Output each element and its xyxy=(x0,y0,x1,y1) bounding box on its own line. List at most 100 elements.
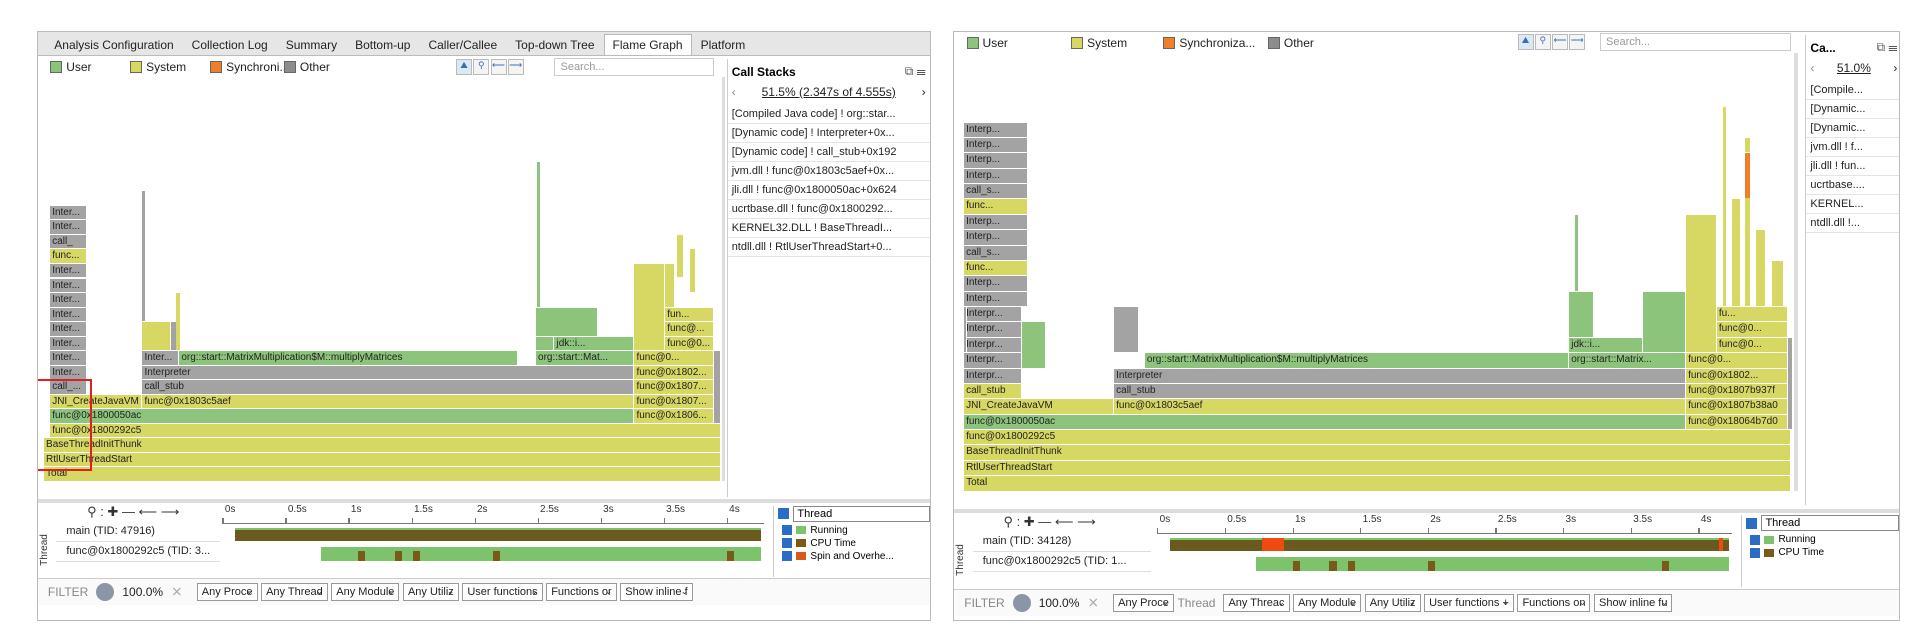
stack-frame[interactable]: KERNEL32.DLL ! BaseThreadI... xyxy=(727,219,930,238)
stack-frame[interactable]: jvm.dll ! func@0x1803c5aef+0x... xyxy=(727,162,930,181)
toolbar-button[interactable]: ⟵ xyxy=(490,58,507,75)
flame-frame[interactable]: jdk::i... xyxy=(554,335,635,351)
stack-frame[interactable]: KERNEL... xyxy=(1806,195,1900,215)
flame-frame[interactable]: Inter... xyxy=(50,262,88,278)
flame-frame[interactable]: func@0... xyxy=(665,335,715,351)
flame-bar[interactable] xyxy=(175,292,181,351)
filter-dropdown[interactable]: Any Module ⌄ xyxy=(331,582,400,601)
filter-dropdown[interactable]: Any Threac ⌄ xyxy=(1223,593,1290,612)
flame-frame[interactable]: func@0x1800292c5 xyxy=(50,422,721,438)
stack-frame[interactable]: jli.dll ! fun... xyxy=(1806,157,1900,177)
flame-frame[interactable]: BaseThreadInitThunk xyxy=(44,437,721,452)
flame-bar[interactable] xyxy=(665,262,676,307)
flame-frame[interactable]: jdk::i... xyxy=(1569,336,1644,353)
flame-frame[interactable]: func@0x1800292c5 xyxy=(964,429,1791,445)
flame-frame[interactable]: Inter... xyxy=(50,306,88,322)
flame-frame[interactable]: func@0... xyxy=(634,350,715,365)
flame-frame[interactable]: call_s... xyxy=(964,244,1029,260)
tab[interactable]: Top-down Tree xyxy=(515,38,595,53)
filter-icon[interactable] xyxy=(96,582,115,601)
flame-bar[interactable] xyxy=(1745,152,1752,199)
stack-frame[interactable]: ntdll.dll !... xyxy=(1806,214,1900,234)
flame-frame[interactable]: BaseThreadInitThunk xyxy=(964,444,1791,460)
flame-bar[interactable] xyxy=(1643,290,1687,353)
nav-prev[interactable]: ‹ xyxy=(731,84,736,99)
flame-frame[interactable]: Interpr... xyxy=(964,336,1022,353)
filter-dropdown[interactable]: User functions + ⌄ xyxy=(1424,593,1514,612)
flame-bar[interactable] xyxy=(1114,306,1139,353)
flame-frame[interactable]: Total xyxy=(44,466,721,481)
checkbox[interactable] xyxy=(782,538,793,549)
flame-frame[interactable]: func@0x18064b7d0 xyxy=(1686,413,1789,430)
flame-frame[interactable]: func@0x1807... xyxy=(634,393,715,409)
filter-dropdown[interactable]: Any Thread ⌄ xyxy=(261,582,328,601)
group-by-dropdown[interactable]: Thread xyxy=(793,505,930,522)
flame-frame[interactable]: org::start::Mat... xyxy=(536,350,635,365)
filter-dropdown[interactable]: Functions on ⌄ xyxy=(1517,593,1591,612)
stack-frame[interactable]: [Compile... xyxy=(1806,81,1900,101)
flame-bar[interactable] xyxy=(1569,290,1594,337)
filter-icon[interactable] xyxy=(1012,593,1031,612)
flame-frame[interactable]: Inter... xyxy=(50,335,88,351)
stack-frame[interactable]: [Dynamic... xyxy=(1806,100,1900,120)
stack-frame[interactable]: [Dynamic code] ! call_stub+0x192 xyxy=(727,143,930,162)
flame-frame[interactable]: Inter... xyxy=(142,350,180,365)
flame-frame[interactable]: Interpr... xyxy=(964,367,1022,383)
filter-dropdown[interactable]: Any Utiliz ⌄ xyxy=(402,582,459,601)
filter-dropdown[interactable]: Show inline f ⌄ xyxy=(620,582,693,601)
search-box[interactable]: Search... xyxy=(554,57,715,77)
tab[interactable]: Collection Log xyxy=(191,38,268,53)
stack-frame[interactable]: jvm.dll ! f... xyxy=(1806,138,1900,158)
flame-frame[interactable]: func... xyxy=(964,259,1029,276)
flame-frame[interactable]: func@0x1803c5aef xyxy=(142,393,635,409)
flame-frame[interactable]: org::start::MatrixMultiplication$M::mult… xyxy=(1144,352,1570,368)
flame-frame[interactable]: org::start::MatrixMultiplication$M::mult… xyxy=(179,350,518,365)
flame-frame[interactable]: func@... xyxy=(665,321,715,336)
flame-frame[interactable]: Inter... xyxy=(50,321,88,336)
flame-frame[interactable]: Interpr... xyxy=(964,321,1022,337)
filter-dropdown[interactable]: Any Utiliz ⌄ xyxy=(1364,593,1421,612)
flame-frame[interactable]: org::start::Matrix... xyxy=(1569,352,1687,368)
flame-bar[interactable] xyxy=(1723,106,1727,307)
toolbar-button[interactable]: ⛰ xyxy=(456,58,473,75)
flame-bar[interactable] xyxy=(1772,259,1785,307)
filter-dropdown[interactable]: Any Proce ⌄ xyxy=(196,582,258,601)
flame-frame[interactable]: JNI_CreateJavaVM xyxy=(964,398,1115,414)
tab[interactable]: Caller/Callee xyxy=(428,38,498,53)
flame-frame[interactable]: RtlUserThreadStart xyxy=(44,451,721,467)
flame-frame[interactable]: func@0x1802... xyxy=(634,364,715,380)
flame-bar[interactable] xyxy=(536,306,598,336)
stack-frame[interactable]: ucrtbase.... xyxy=(1806,176,1900,196)
flame-frame[interactable]: Interp... xyxy=(964,121,1029,137)
filter-dropdown[interactable]: Show inline fu ⌄ xyxy=(1593,593,1673,612)
flame-frame[interactable]: fu... xyxy=(1716,306,1789,322)
flame-frame[interactable]: RtlUserThreadStart xyxy=(964,459,1791,476)
flame-frame[interactable]: Inter... xyxy=(50,219,88,234)
flame-frame[interactable]: Interpr... xyxy=(964,352,1022,368)
group-by-dropdown[interactable]: Thread xyxy=(1761,515,1899,532)
flame-frame[interactable]: JNI_CreateJavaVM xyxy=(50,393,143,409)
toolbar-button[interactable]: ⚲ xyxy=(473,58,490,75)
flame-frame[interactable]: Inter... xyxy=(50,350,88,365)
flame-bar[interactable] xyxy=(634,262,666,351)
flame-frame[interactable]: call_stub xyxy=(1114,382,1687,399)
flame-bar[interactable] xyxy=(714,350,721,423)
flame-bar[interactable] xyxy=(1575,213,1580,291)
flame-frame[interactable]: Inter... xyxy=(50,292,88,307)
clear-filter[interactable]: ⨯ xyxy=(1087,594,1100,611)
thread-name[interactable]: main (TID: 47916) xyxy=(56,525,220,543)
flame-frame[interactable]: call_s... xyxy=(964,183,1029,199)
flame-bar[interactable] xyxy=(1021,321,1047,368)
flame-bar[interactable] xyxy=(1731,198,1742,307)
flame-frame[interactable]: Interp... xyxy=(964,290,1029,307)
stack-frame[interactable]: ucrtbase.dll ! func@0x1800292... xyxy=(727,200,930,219)
toolbar-button[interactable]: ⚲ xyxy=(1534,34,1551,51)
flame-frame[interactable]: Interpr... xyxy=(964,306,1022,322)
flame-bar[interactable] xyxy=(142,321,171,351)
flame-frame[interactable]: Interp... xyxy=(964,136,1029,153)
toolbar-button[interactable]: ⟶ xyxy=(507,58,524,75)
thread-name[interactable]: func@0x1800292c5 (TID: 1... xyxy=(972,555,1152,573)
flame-bar[interactable] xyxy=(142,190,147,322)
checkbox[interactable] xyxy=(782,525,793,536)
flame-frame[interactable]: fun... xyxy=(665,306,715,322)
